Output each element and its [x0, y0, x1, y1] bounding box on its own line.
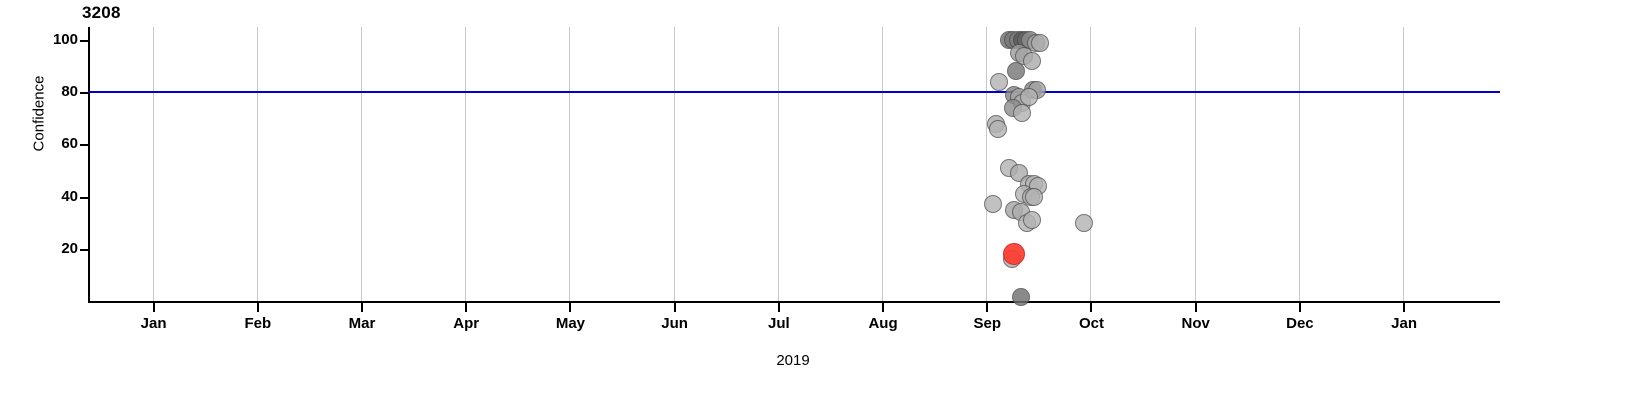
gridline [673, 27, 675, 301]
x-tick-label: Apr [453, 315, 480, 332]
data-point [1007, 62, 1026, 81]
y-tick-label: 20 [61, 239, 78, 257]
x-tick-mark [569, 303, 572, 312]
x-tick-label: Feb [244, 315, 272, 332]
x-axis-label-text: 2019 [776, 352, 810, 369]
y-tick-label: 80 [61, 83, 78, 101]
x-tick-label: Dec [1286, 315, 1314, 332]
data-point [1025, 187, 1044, 206]
data-point [1019, 88, 1038, 107]
y-tick-mark [80, 248, 88, 251]
x-tick-mark [882, 303, 885, 312]
x-tick-mark [1403, 303, 1406, 312]
y-axis-label: Confidence [30, 75, 48, 152]
x-tick-label: Nov [1181, 315, 1210, 332]
plot-area [88, 27, 1500, 307]
x-tick-mark [256, 303, 259, 312]
data-point [988, 119, 1007, 138]
x-tick-label: Sep [973, 315, 1001, 332]
chart-title: 3208 [82, 3, 121, 22]
reference-line [88, 91, 1500, 94]
x-tick-mark [465, 303, 468, 312]
x-axis-line [88, 301, 1500, 303]
gridline [256, 27, 258, 301]
gridline [1298, 27, 1300, 301]
data-point [1031, 33, 1050, 52]
x-tick-label: May [555, 315, 586, 332]
x-tick-mark [1090, 303, 1093, 312]
data-point [1012, 104, 1031, 123]
y-tick-mark [80, 40, 88, 43]
y-tick: 100 [0, 31, 78, 48]
y-tick-mark [80, 144, 88, 147]
gridline [465, 27, 467, 301]
data-point [983, 195, 1002, 214]
x-tick-label: Jan [140, 315, 167, 332]
x-tick-mark [1298, 303, 1301, 312]
y-axis-line [88, 27, 90, 302]
y-tick: 80 [0, 83, 78, 100]
highlighted-data-point [1003, 243, 1026, 266]
x-tick-label: Aug [868, 315, 898, 332]
x-tick-mark [673, 303, 676, 312]
gridline [882, 27, 884, 301]
gridline [986, 27, 988, 301]
x-tick-mark [777, 303, 780, 312]
y-tick-label: 60 [61, 135, 78, 153]
x-axis-label: 2019 [0, 352, 1650, 369]
data-point [1075, 213, 1094, 232]
gridline [1090, 27, 1092, 301]
y-tick-mark [80, 92, 88, 95]
x-tick-mark [986, 303, 989, 312]
x-tick-label: Jun [661, 315, 688, 332]
y-tick-label: 40 [61, 187, 78, 205]
y-tick: 20 [0, 240, 78, 257]
x-tick-mark [152, 303, 155, 312]
data-point [1023, 51, 1042, 70]
gridline [361, 27, 363, 301]
gridline [1194, 27, 1196, 301]
gridline [569, 27, 571, 301]
x-tick-label: Jan [1391, 315, 1417, 332]
gridline [1403, 27, 1405, 301]
y-tick: 60 [0, 135, 78, 152]
gridline [777, 27, 779, 301]
x-tick-mark [361, 303, 364, 312]
data-point [1023, 211, 1042, 230]
data-point [1011, 288, 1030, 307]
y-tick-mark [80, 196, 88, 199]
y-tick-label: 100 [52, 31, 78, 49]
data-point [989, 72, 1008, 91]
x-tick-label: Mar [348, 315, 376, 332]
x-tick-mark [1194, 303, 1197, 312]
y-tick: 40 [0, 188, 78, 205]
x-tick-label: Jul [768, 315, 790, 332]
x-tick-label: Oct [1078, 315, 1104, 332]
gridline [152, 27, 154, 301]
